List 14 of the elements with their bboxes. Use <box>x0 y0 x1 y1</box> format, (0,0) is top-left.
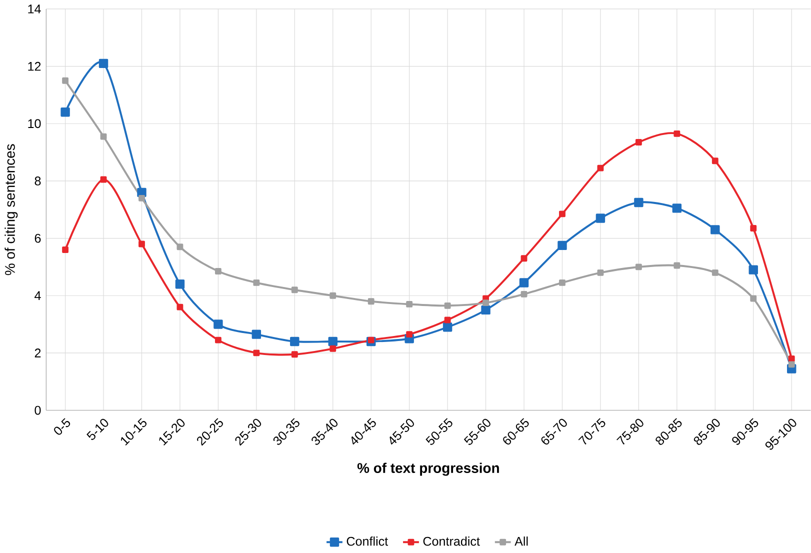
y-tick-label: 14 <box>28 4 41 14</box>
legend-label: All <box>514 536 528 546</box>
y-axis-title: % of citing sentences <box>4 144 18 275</box>
y-tick-label: 0 <box>34 406 41 415</box>
y-tick-label: 10 <box>28 119 41 128</box>
y-tick-label: 4 <box>34 291 41 300</box>
y-tick-label: 12 <box>28 62 41 71</box>
y-tick-label: 8 <box>34 176 41 186</box>
x-axis-title: % of text progression <box>357 462 499 476</box>
legend-label: Contradict <box>423 536 480 546</box>
y-tick-label: 2 <box>34 348 41 358</box>
x-tick-label: 0-5 <box>54 418 70 435</box>
legend-label: Conflict <box>346 536 388 546</box>
y-tick-label: 6 <box>34 234 41 243</box>
